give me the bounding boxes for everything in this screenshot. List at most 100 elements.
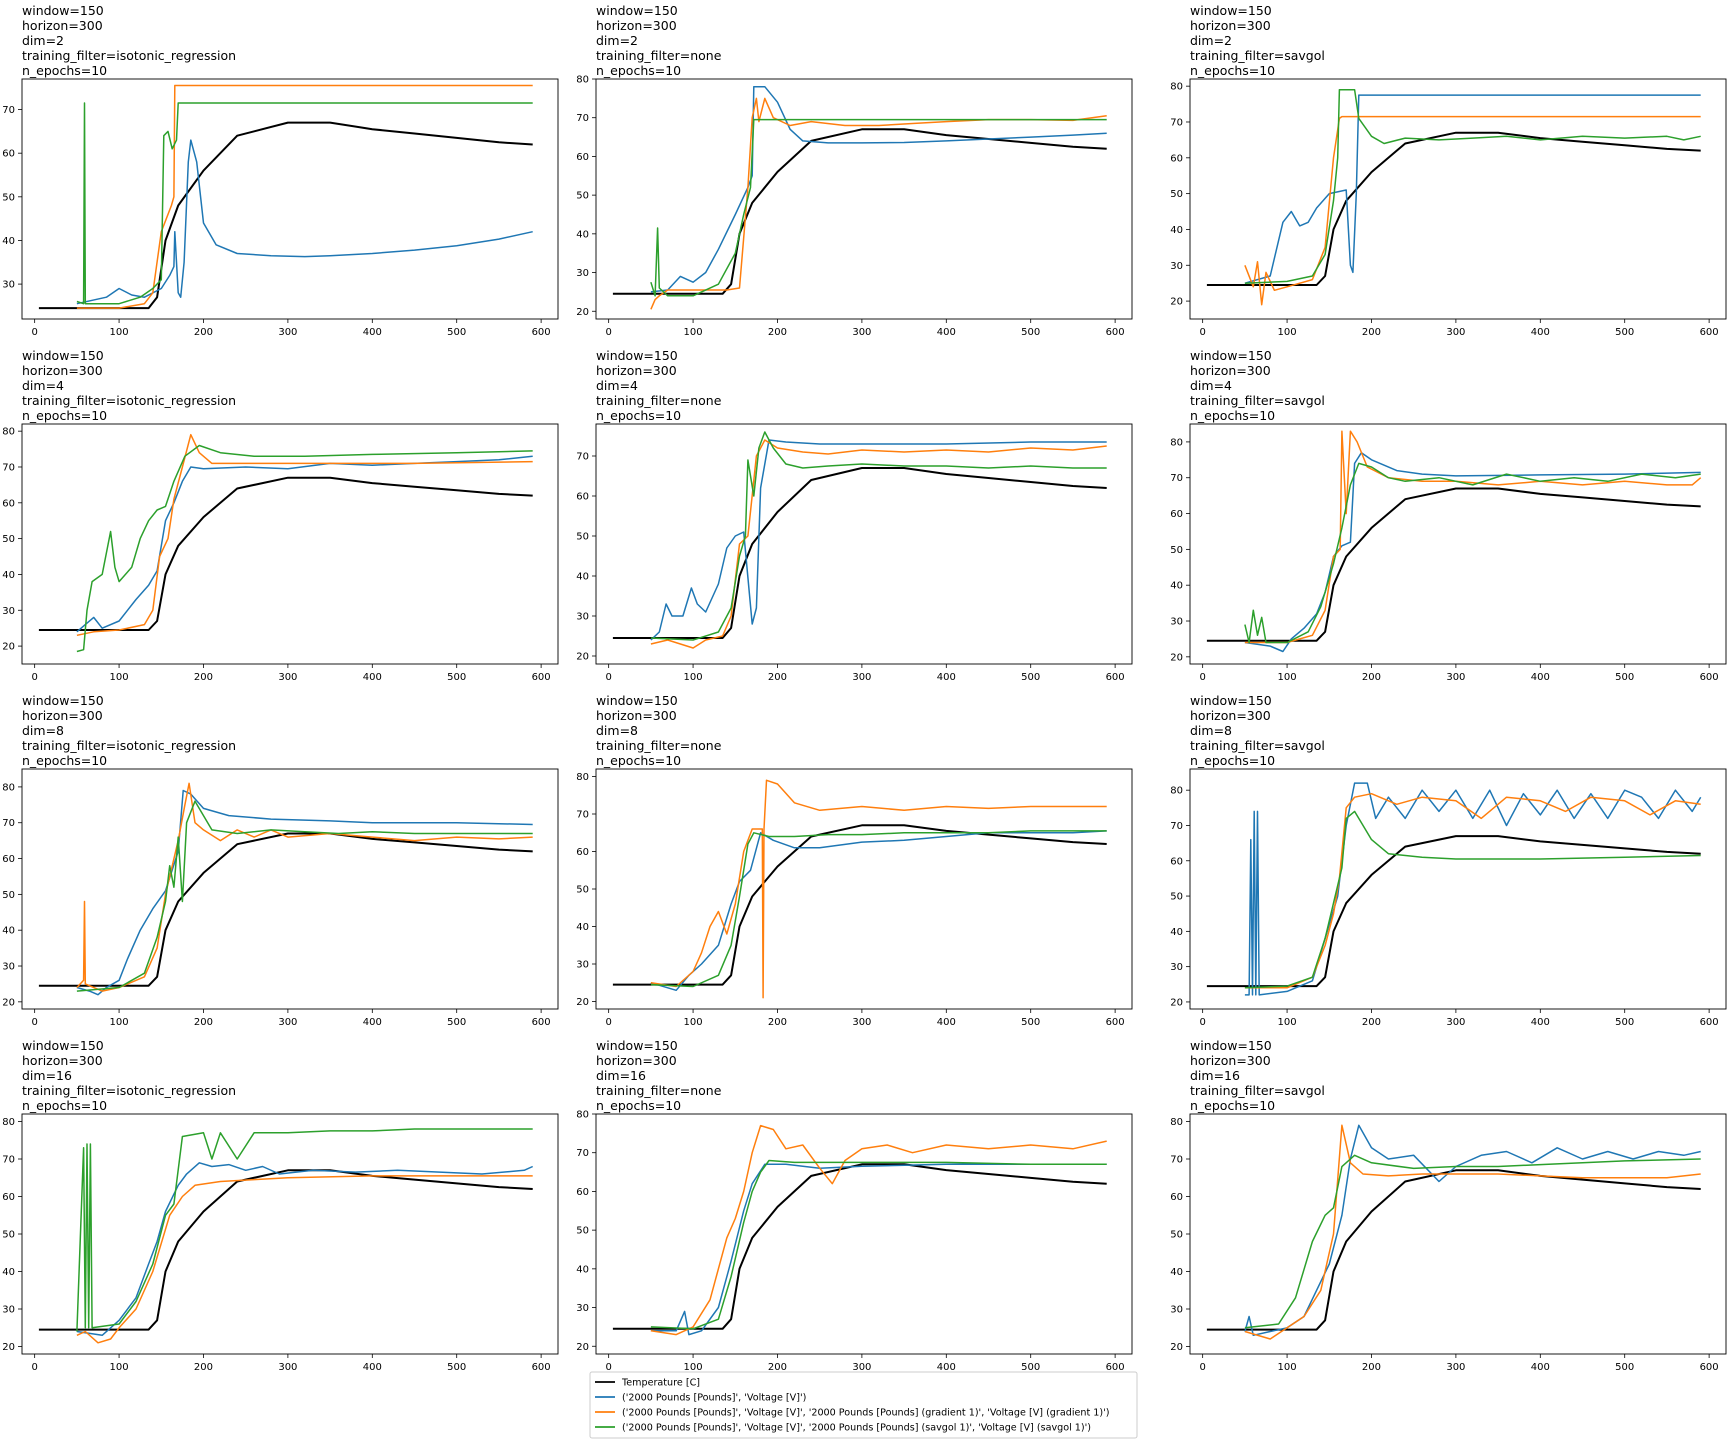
subplot-grid: window=150horizon=300dim=2training_filte… [2, 3, 1727, 1373]
x-tick-label: 600 [1700, 1362, 1719, 1373]
x-tick-label: 300 [852, 327, 871, 338]
legend-box [589, 1371, 1138, 1439]
y-tick-label: 20 [576, 997, 589, 1008]
x-tick-label: 400 [937, 327, 956, 338]
y-tick-label: 70 [1170, 473, 1183, 484]
x-tick-label: 600 [1106, 1362, 1125, 1373]
y-tick-label: 70 [576, 1148, 589, 1159]
subplot-title-line: training_filter=none [596, 48, 722, 63]
series-line [612, 824, 1107, 986]
subplot-title-line: horizon=300 [1190, 1053, 1271, 1068]
x-tick-label: 400 [363, 672, 382, 683]
subplot-11: window=150horizon=300dim=16training_filt… [576, 1038, 1133, 1373]
subplot-title-line: n_epochs=10 [596, 753, 681, 768]
subplot-title-line: n_epochs=10 [596, 63, 681, 78]
series-line [650, 830, 1107, 992]
x-tick-label: 600 [1106, 1017, 1125, 1028]
series-line [1244, 1124, 1701, 1337]
subplot-title-line: dim=2 [1190, 33, 1232, 48]
y-tick-label: 20 [2, 997, 15, 1008]
subplot-title-line: horizon=300 [596, 18, 677, 33]
subplot-8: window=150horizon=300dim=8training_filte… [576, 693, 1133, 1028]
y-tick-label: 40 [1170, 1267, 1183, 1278]
series-line [76, 789, 533, 996]
x-tick-label: 100 [684, 327, 703, 338]
series-line [1244, 792, 1701, 989]
x-tick-label: 300 [278, 1362, 297, 1373]
subplot-title-line: window=150 [22, 1038, 104, 1053]
subplot-title-line: n_epochs=10 [1190, 1098, 1275, 1113]
series-line [1244, 810, 1701, 989]
subplot-title-line: horizon=300 [596, 363, 677, 378]
subplot-title-line: n_epochs=10 [22, 753, 107, 768]
series-line [38, 476, 533, 631]
y-tick-label: 40 [1170, 225, 1183, 236]
y-tick-label: 30 [576, 612, 589, 623]
plot-area [1206, 430, 1702, 653]
subplot-title-line: training_filter=savgol [1190, 393, 1325, 408]
y-tick-label: 50 [1170, 545, 1183, 556]
y-tick-label: 60 [1170, 509, 1183, 520]
x-tick-label: 200 [1362, 672, 1381, 683]
subplot-6: window=150horizon=300dim=4training_filte… [1170, 348, 1727, 683]
series-line [1244, 94, 1701, 284]
x-tick-label: 600 [1700, 1017, 1719, 1028]
y-tick-label: 30 [576, 1303, 589, 1314]
x-tick-label: 600 [1106, 672, 1125, 683]
subplot-title-line: window=150 [596, 693, 678, 708]
y-tick-label: 30 [1170, 261, 1183, 272]
x-tick-label: 100 [684, 1362, 703, 1373]
x-tick-label: 200 [1362, 1362, 1381, 1373]
x-tick-label: 500 [447, 1017, 466, 1028]
y-tick-label: 70 [576, 113, 589, 124]
legend-label: ('2000 Pounds [Pounds]', 'Voltage [V]', … [622, 1423, 1091, 1434]
x-tick-label: 500 [1021, 327, 1040, 338]
subplot-2: window=150horizon=300dim=2training_filte… [576, 3, 1133, 338]
series-line [650, 830, 1107, 988]
subplot-title-line: n_epochs=10 [596, 1098, 681, 1113]
y-tick-label: 20 [576, 1342, 589, 1353]
series-line [650, 439, 1107, 649]
series-line [76, 800, 533, 992]
subplot-title-line: window=150 [1190, 1038, 1272, 1053]
y-tick-label: 20 [576, 652, 589, 663]
y-tick-label: 50 [1170, 892, 1183, 903]
subplot-title-line: window=150 [1190, 693, 1272, 708]
x-tick-label: 100 [110, 1017, 129, 1028]
series-line [1206, 835, 1701, 988]
x-tick-label: 300 [278, 672, 297, 683]
y-tick-label: 70 [576, 810, 589, 821]
y-tick-label: 60 [2, 498, 15, 509]
y-tick-label: 80 [576, 1110, 589, 1121]
y-tick-label: 80 [2, 782, 15, 793]
y-tick-label: 60 [576, 152, 589, 163]
x-tick-label: 200 [194, 1362, 213, 1373]
x-tick-label: 200 [768, 327, 787, 338]
series-line [76, 433, 533, 637]
x-tick-label: 0 [1199, 672, 1205, 683]
y-tick-label: 50 [576, 191, 589, 202]
x-tick-label: 500 [1615, 1017, 1634, 1028]
x-tick-label: 400 [1531, 327, 1550, 338]
y-tick-label: 30 [2, 962, 15, 973]
y-tick-label: 50 [1170, 189, 1183, 200]
y-tick-label: 30 [1170, 962, 1183, 973]
y-tick-label: 40 [1170, 927, 1183, 938]
series-line [1206, 1169, 1701, 1331]
subplot-title-line: window=150 [1190, 348, 1272, 363]
subplot-title-line: n_epochs=10 [1190, 408, 1275, 423]
y-tick-label: 80 [1170, 82, 1183, 93]
y-tick-label: 40 [2, 926, 15, 937]
subplot-title-line: dim=16 [596, 1068, 646, 1083]
plot-area [612, 431, 1107, 649]
x-tick-label: 200 [194, 327, 213, 338]
series-line [650, 97, 1107, 310]
y-tick-label: 70 [1170, 117, 1183, 128]
x-tick-label: 100 [1278, 327, 1297, 338]
x-tick-label: 0 [1199, 327, 1205, 338]
x-tick-label: 0 [31, 672, 37, 683]
legend: Temperature [C] ('2000 Pounds [Pounds]', … [589, 1371, 1138, 1439]
plot-area [1206, 782, 1702, 996]
y-tick-label: 60 [2, 149, 15, 160]
y-tick-label: 20 [2, 642, 15, 653]
